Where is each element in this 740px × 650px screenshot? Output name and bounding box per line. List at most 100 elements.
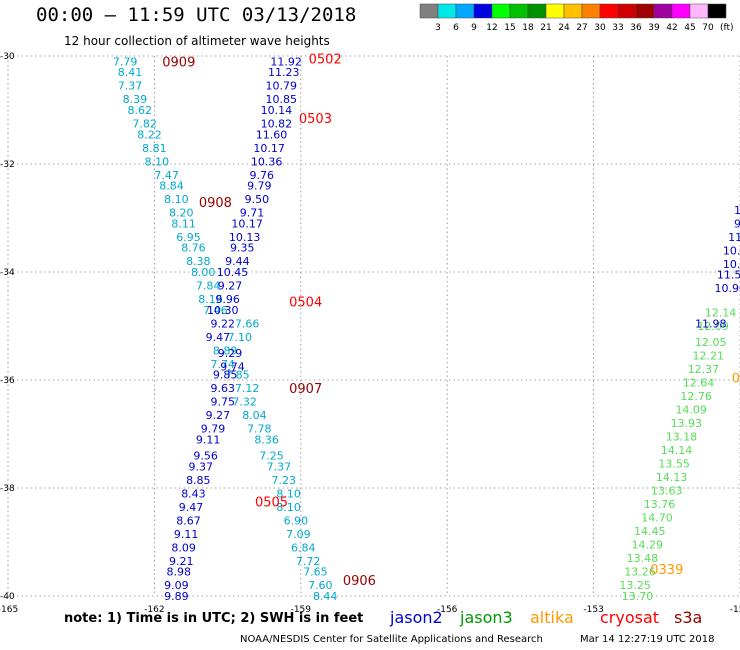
wave-height-point: 8.76 xyxy=(181,242,206,255)
x-tick-label: -162 xyxy=(144,605,164,615)
wave-height-point: 14.45 xyxy=(634,525,666,538)
wave-height-point: 10.79 xyxy=(266,80,298,93)
wave-height-point: 7.09 xyxy=(286,528,311,541)
wave-height-point: 10.14 xyxy=(261,104,293,117)
wave-height-point: 10.85 xyxy=(266,93,298,106)
wave-height-point: 9.22 xyxy=(210,317,235,330)
wave-height-point: 9 xyxy=(734,217,740,230)
wave-height-point: 11.59 xyxy=(717,269,740,282)
wave-height-point: 8.10 xyxy=(276,487,301,500)
wave-height-point: 9.35 xyxy=(230,242,255,255)
satellite-legend-item: jason3 xyxy=(460,608,513,627)
wave-height-point: 9.11 xyxy=(196,433,221,446)
chart-title: 00:00 – 11:59 UTC 03/13/2018 xyxy=(36,4,357,26)
wave-height-point: 8.44 xyxy=(313,590,338,603)
wave-height-point: 9.27 xyxy=(218,280,243,293)
pass-time-label: 0505 xyxy=(255,496,288,511)
wave-height-point: 12.76 xyxy=(680,390,712,403)
legend-label: 30 xyxy=(594,23,606,33)
wave-height-point: 9.74 xyxy=(220,361,245,374)
wave-height-point: 10.45 xyxy=(217,266,249,279)
wave-height-point: 8.98 xyxy=(167,566,192,579)
wave-height-point: 7.78 xyxy=(247,423,272,436)
wave-height-point: 7.25 xyxy=(259,450,284,463)
wave-height-point: 10.90 xyxy=(714,282,740,295)
legend-label: 45 xyxy=(684,23,695,33)
pass-time-label: 0908 xyxy=(199,196,232,211)
wave-height-point: 9.21 xyxy=(169,555,194,568)
wave-height-point: 10.36 xyxy=(251,155,283,168)
legend-label: 6 xyxy=(453,23,459,33)
legend-label: 15 xyxy=(504,23,515,33)
wave-height-point: 8.09 xyxy=(171,541,196,554)
wave-height-point: 9.79 xyxy=(247,180,272,193)
legend-swatch xyxy=(707,3,727,19)
wave-height-point: 12.21 xyxy=(693,350,725,363)
legend-label: 21 xyxy=(540,23,551,33)
wave-height-point: 12.64 xyxy=(683,377,715,390)
wave-height-point: 9.56 xyxy=(193,450,218,463)
wave-height-point: 8.36 xyxy=(254,433,279,446)
wave-height-point: 8.43 xyxy=(181,487,206,500)
wave-height-point: 7.23 xyxy=(271,474,296,487)
wave-height-point: 9.75 xyxy=(210,396,235,409)
wave-height-point: 14.29 xyxy=(632,539,664,552)
pass-time-label: 0503 xyxy=(299,112,332,127)
wave-height-point: 7.72 xyxy=(296,555,321,568)
wave-height-point: 13.55 xyxy=(658,458,690,471)
legend-label: 9 xyxy=(471,23,477,33)
wave-height-point: 8.22 xyxy=(137,128,162,141)
wave-height-point: 10.17 xyxy=(231,217,263,230)
wave-height-point: 9.63 xyxy=(210,382,235,395)
generated-timestamp: Mar 14 12:27:19 UTC 2018 xyxy=(580,634,715,645)
wave-height-point: 8.11 xyxy=(171,217,196,230)
wave-height-point: 7.37 xyxy=(267,460,292,473)
wave-height-point: 8.84 xyxy=(159,180,184,193)
wave-height-point: 13.25 xyxy=(619,579,651,592)
legend-label: 39 xyxy=(648,23,660,33)
wave-height-point: 9.11 xyxy=(174,528,199,541)
wave-height-point: 10.7 xyxy=(723,244,740,257)
wave-height-point: 9.85 xyxy=(213,369,238,382)
x-tick-label: -153 xyxy=(583,605,603,615)
pass-time-label: 0504 xyxy=(289,296,322,311)
legend-label: 70 xyxy=(702,23,714,33)
y-tick-label: -34 xyxy=(0,268,15,278)
wave-height-point: 9.71 xyxy=(240,207,265,220)
wave-height-point: 9.50 xyxy=(245,193,270,206)
wave-height-point: 6.95 xyxy=(176,231,201,244)
x-tick-label: -150 xyxy=(730,605,740,615)
y-tick-label: -36 xyxy=(0,376,15,386)
wave-height-point: 7.37 xyxy=(118,80,143,93)
wave-height-point: 9.27 xyxy=(206,409,231,422)
wave-height-point: 9.09 xyxy=(164,579,189,592)
satellite-legend-item: altika xyxy=(530,608,574,627)
wave-height-point: 9.89 xyxy=(164,590,189,603)
wave-height-point: 13.18 xyxy=(666,431,698,444)
wave-height-point: 11.98 xyxy=(695,317,727,330)
wave-height-point: 8.10 xyxy=(164,193,189,206)
wave-height-point: 9.79 xyxy=(201,423,226,436)
pass-time-label: 0906 xyxy=(343,574,376,589)
legend-label: 24 xyxy=(558,23,570,33)
wave-height-point: 11.92 xyxy=(270,55,302,68)
x-tick-label: -159 xyxy=(291,605,312,615)
wave-height-point: 7.79 xyxy=(113,55,138,68)
pass-time-label: 03 xyxy=(732,371,740,386)
wave-height-point: 11.23 xyxy=(268,66,300,79)
pass-time-label: 0339 xyxy=(650,563,683,578)
wave-height-point: 8.89 xyxy=(213,344,238,357)
wave-height-point: 14.70 xyxy=(641,512,673,525)
wave-height-point: 7.46 xyxy=(203,304,228,317)
wave-height-point: 13.26 xyxy=(624,566,656,579)
credit-text: NOAA/NESDIS Center for Satellite Applica… xyxy=(240,634,543,645)
wave-height-point: 12.09 xyxy=(697,320,729,333)
satellite-legend-item: jason2 xyxy=(390,608,443,627)
wave-height-point: 14.09 xyxy=(675,404,707,417)
wave-height-point: 7.10 xyxy=(228,331,253,344)
footnote: note: 1) Time is in UTC; 2) SWH is in fe… xyxy=(64,611,364,626)
wave-height-point: 9.76 xyxy=(250,169,275,182)
wave-height-point: 11 xyxy=(728,231,740,244)
color-legend: 3 6 9 12 15 18 21 24 27 30 33 36 39 42 45 70 (ft) xyxy=(419,3,734,33)
